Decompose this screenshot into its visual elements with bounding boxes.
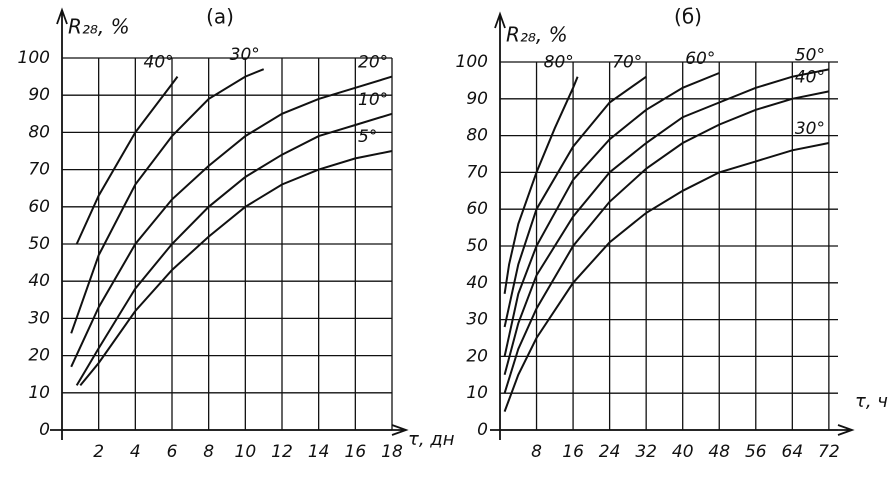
x-tick-label: 16: [562, 442, 584, 462]
x-tick-label: 24: [599, 442, 621, 462]
curve-label: 40°: [795, 67, 825, 87]
x-axis-label: τ, ч: [855, 391, 888, 412]
curve: [79, 150, 393, 387]
y-tick-label: 60: [28, 197, 50, 217]
curve: [75, 76, 179, 245]
x-tick-label: 16: [345, 442, 367, 462]
y-tick-label: 20: [466, 346, 488, 366]
curve-label: 30°: [230, 45, 260, 65]
curve-label: 40°: [144, 53, 174, 73]
curve-label: 5°: [358, 127, 377, 147]
y-tick-label: 80: [466, 126, 488, 146]
curve-label: 70°: [612, 53, 642, 73]
x-tick-label: 6: [167, 442, 178, 462]
x-tick-label: 40: [672, 442, 694, 462]
y-tick-label: 10: [28, 383, 50, 403]
curve-label: 10°: [358, 90, 388, 110]
chart-title: (a): [206, 5, 234, 29]
y-tick-label: 100: [456, 52, 488, 72]
curve: [503, 75, 647, 328]
curve: [503, 142, 830, 412]
curve: [70, 75, 393, 368]
x-tick-label: 18: [381, 442, 403, 462]
y-tick-label: 20: [28, 346, 50, 366]
y-tick-label: 70: [28, 160, 50, 180]
y-tick-label: 0: [477, 420, 488, 440]
y-axis-label: R₂₈, %: [68, 15, 130, 39]
y-tick-label: 60: [466, 199, 488, 219]
y-axis: [56, 7, 68, 440]
y-tick-label: 70: [466, 162, 488, 182]
curve: [503, 68, 830, 376]
x-tick-label: 10: [235, 442, 257, 462]
curve: [70, 68, 265, 334]
y-axis: [494, 11, 506, 440]
x-tick-label: 4: [130, 442, 141, 462]
curve: [503, 90, 830, 394]
x-tick-label: 8: [203, 442, 214, 462]
curve: [75, 112, 393, 386]
y-tick-label: 90: [28, 85, 50, 105]
y-tick-label: 80: [28, 122, 50, 142]
x-axis-label: τ, дн: [408, 429, 455, 450]
curve-label: 60°: [685, 49, 715, 69]
x-tick-label: 2: [93, 442, 104, 462]
x-tick-label: 14: [308, 442, 330, 462]
y-tick-label: 30: [28, 308, 50, 328]
y-tick-label: 0: [39, 420, 50, 440]
x-tick-label: 8: [531, 442, 542, 462]
y-tick-label: 30: [466, 310, 488, 330]
axes-a: [50, 7, 409, 440]
y-axis-label: R₂₈, %: [506, 23, 568, 47]
curve: [503, 76, 579, 294]
y-tick-label: 40: [466, 273, 488, 293]
y-tick-label: 90: [466, 89, 488, 109]
curve-label: 80°: [544, 53, 574, 73]
chart-title: (б): [674, 5, 702, 29]
x-tick-label: 56: [745, 442, 767, 462]
curve-label: 20°: [358, 53, 388, 73]
y-tick-label: 10: [466, 383, 488, 403]
curve-label: 50°: [795, 45, 825, 65]
y-tick-label: 100: [18, 48, 50, 68]
curve-label: 30°: [795, 119, 825, 139]
y-tick-label: 50: [466, 236, 488, 256]
y-tick-label: 50: [28, 234, 50, 254]
y-tick-label: 40: [28, 271, 50, 291]
x-tick-label: 32: [635, 442, 657, 462]
x-tick-label: 48: [708, 442, 730, 462]
x-tick-label: 64: [782, 442, 804, 462]
x-tick-label: 12: [271, 442, 293, 462]
x-tick-label: 72: [818, 442, 840, 462]
curve: [503, 72, 720, 357]
